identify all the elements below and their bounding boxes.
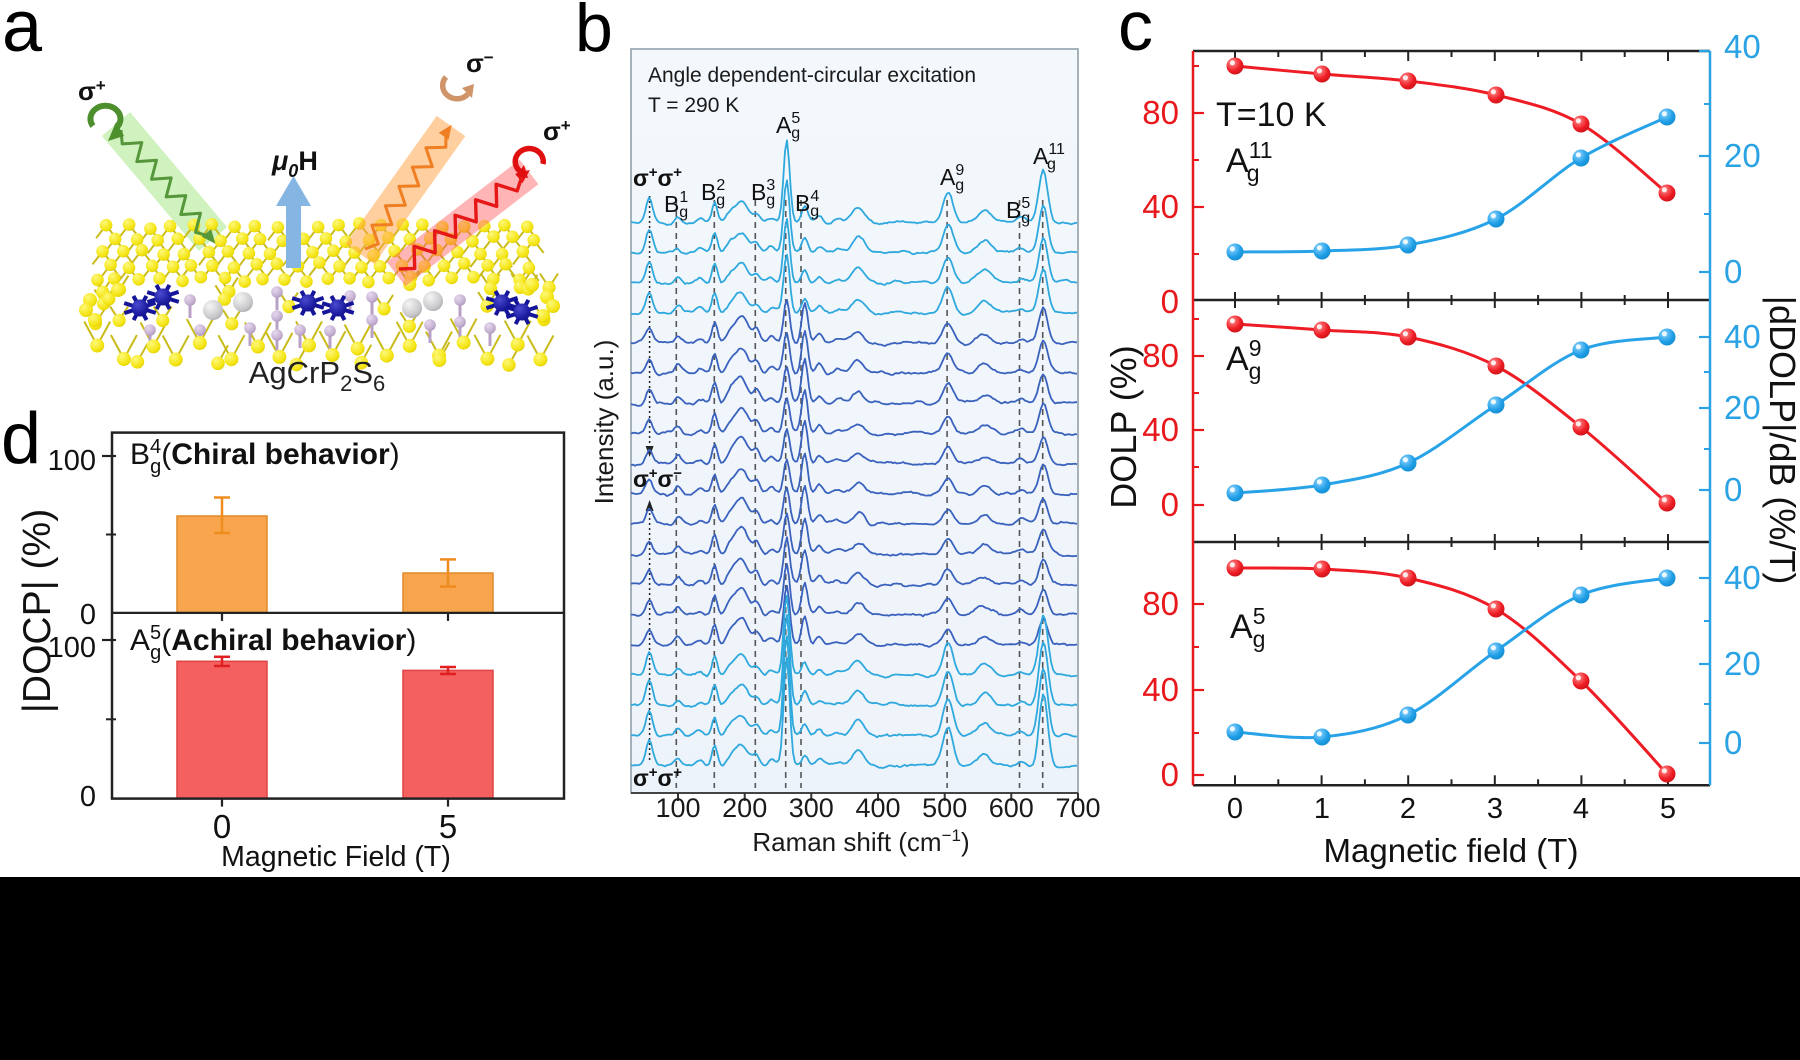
svg-text:40: 40 bbox=[1142, 188, 1179, 225]
svg-text:DOLP (%): DOLP (%) bbox=[1103, 345, 1144, 508]
svg-text:600: 600 bbox=[989, 793, 1034, 823]
svg-text:σ+σ+: σ+σ+ bbox=[633, 764, 682, 791]
svg-text:0: 0 bbox=[1161, 486, 1179, 523]
svg-text:0: 0 bbox=[80, 781, 96, 813]
svg-text:B4g: B4 g bbox=[795, 188, 819, 220]
svg-text:4: 4 bbox=[1573, 793, 1589, 825]
svg-text:Intensity (a.u.): Intensity (a.u.) bbox=[589, 340, 619, 505]
svg-text:|dDOLP|/dB (%/T): |dDOLP|/dB (%/T) bbox=[1762, 296, 1800, 585]
svg-text:|DOCP| (%): |DOCP| (%) bbox=[16, 509, 59, 713]
svg-text:T=10 K: T=10 K bbox=[1216, 96, 1327, 134]
svg-text:1: 1 bbox=[1314, 793, 1330, 825]
svg-text:20: 20 bbox=[1724, 389, 1761, 426]
svg-text:40: 40 bbox=[1142, 671, 1179, 708]
svg-text:0: 0 bbox=[1161, 756, 1179, 793]
svg-text:700: 700 bbox=[1055, 793, 1100, 823]
svg-text:40: 40 bbox=[1724, 318, 1761, 355]
svg-text:AgCrP2S6: AgCrP2S6 bbox=[249, 355, 386, 396]
svg-text:B1g: B1 g bbox=[664, 189, 688, 221]
svg-text:d: d bbox=[1, 399, 41, 479]
svg-text:500: 500 bbox=[922, 793, 967, 823]
svg-text:T = 290 K: T = 290 K bbox=[648, 94, 739, 117]
svg-text:40: 40 bbox=[1724, 28, 1761, 65]
svg-text:80: 80 bbox=[1142, 337, 1179, 374]
svg-text:20: 20 bbox=[1724, 645, 1761, 682]
svg-text:b: b bbox=[575, 0, 613, 66]
svg-text:20: 20 bbox=[1724, 137, 1761, 174]
svg-text:B5g: B5 g bbox=[1006, 195, 1030, 227]
svg-text:400: 400 bbox=[855, 793, 900, 823]
svg-text:0: 0 bbox=[1724, 253, 1742, 290]
svg-text:5: 5 bbox=[439, 808, 457, 845]
svg-text:0: 0 bbox=[80, 599, 96, 631]
svg-text:0: 0 bbox=[1227, 793, 1243, 825]
svg-text:5: 5 bbox=[1660, 793, 1676, 825]
svg-text:Magnetic field (T): Magnetic field (T) bbox=[1324, 832, 1579, 869]
svg-text:300: 300 bbox=[789, 793, 834, 823]
svg-text:40: 40 bbox=[1724, 559, 1761, 596]
svg-text:0: 0 bbox=[1161, 283, 1179, 320]
svg-text:100: 100 bbox=[655, 793, 700, 823]
svg-text:2: 2 bbox=[1400, 793, 1416, 825]
svg-text:80: 80 bbox=[1142, 94, 1179, 131]
svg-text:0: 0 bbox=[1724, 471, 1742, 508]
svg-text:μ0H: μ0H bbox=[271, 146, 318, 181]
svg-text:80: 80 bbox=[1142, 585, 1179, 622]
svg-text:40: 40 bbox=[1142, 411, 1179, 448]
svg-text:Angle dependent-circular excit: Angle dependent-circular excitation bbox=[648, 64, 976, 87]
svg-text:B3g: B3 g bbox=[751, 177, 775, 209]
svg-text:0: 0 bbox=[213, 808, 231, 845]
svg-text:A5g: A5 g bbox=[776, 110, 800, 142]
svg-text:100: 100 bbox=[48, 445, 96, 477]
svg-text:100: 100 bbox=[48, 632, 96, 664]
svg-text:A5g: A5 g bbox=[1230, 603, 1265, 652]
svg-text:a: a bbox=[2, 0, 43, 67]
svg-text:A9g: A9 g bbox=[1226, 335, 1261, 384]
svg-text:c: c bbox=[1118, 0, 1153, 65]
svg-text:Raman shift (cm−1): Raman shift (cm−1) bbox=[752, 826, 969, 857]
svg-text:3: 3 bbox=[1487, 793, 1503, 825]
svg-text:A9g: A9 g bbox=[940, 162, 964, 194]
svg-text:B2g: B2 g bbox=[701, 177, 725, 209]
svg-text:200: 200 bbox=[722, 793, 767, 823]
svg-text:0: 0 bbox=[1724, 724, 1742, 761]
svg-text:Magnetic Field (T): Magnetic Field (T) bbox=[221, 841, 451, 873]
